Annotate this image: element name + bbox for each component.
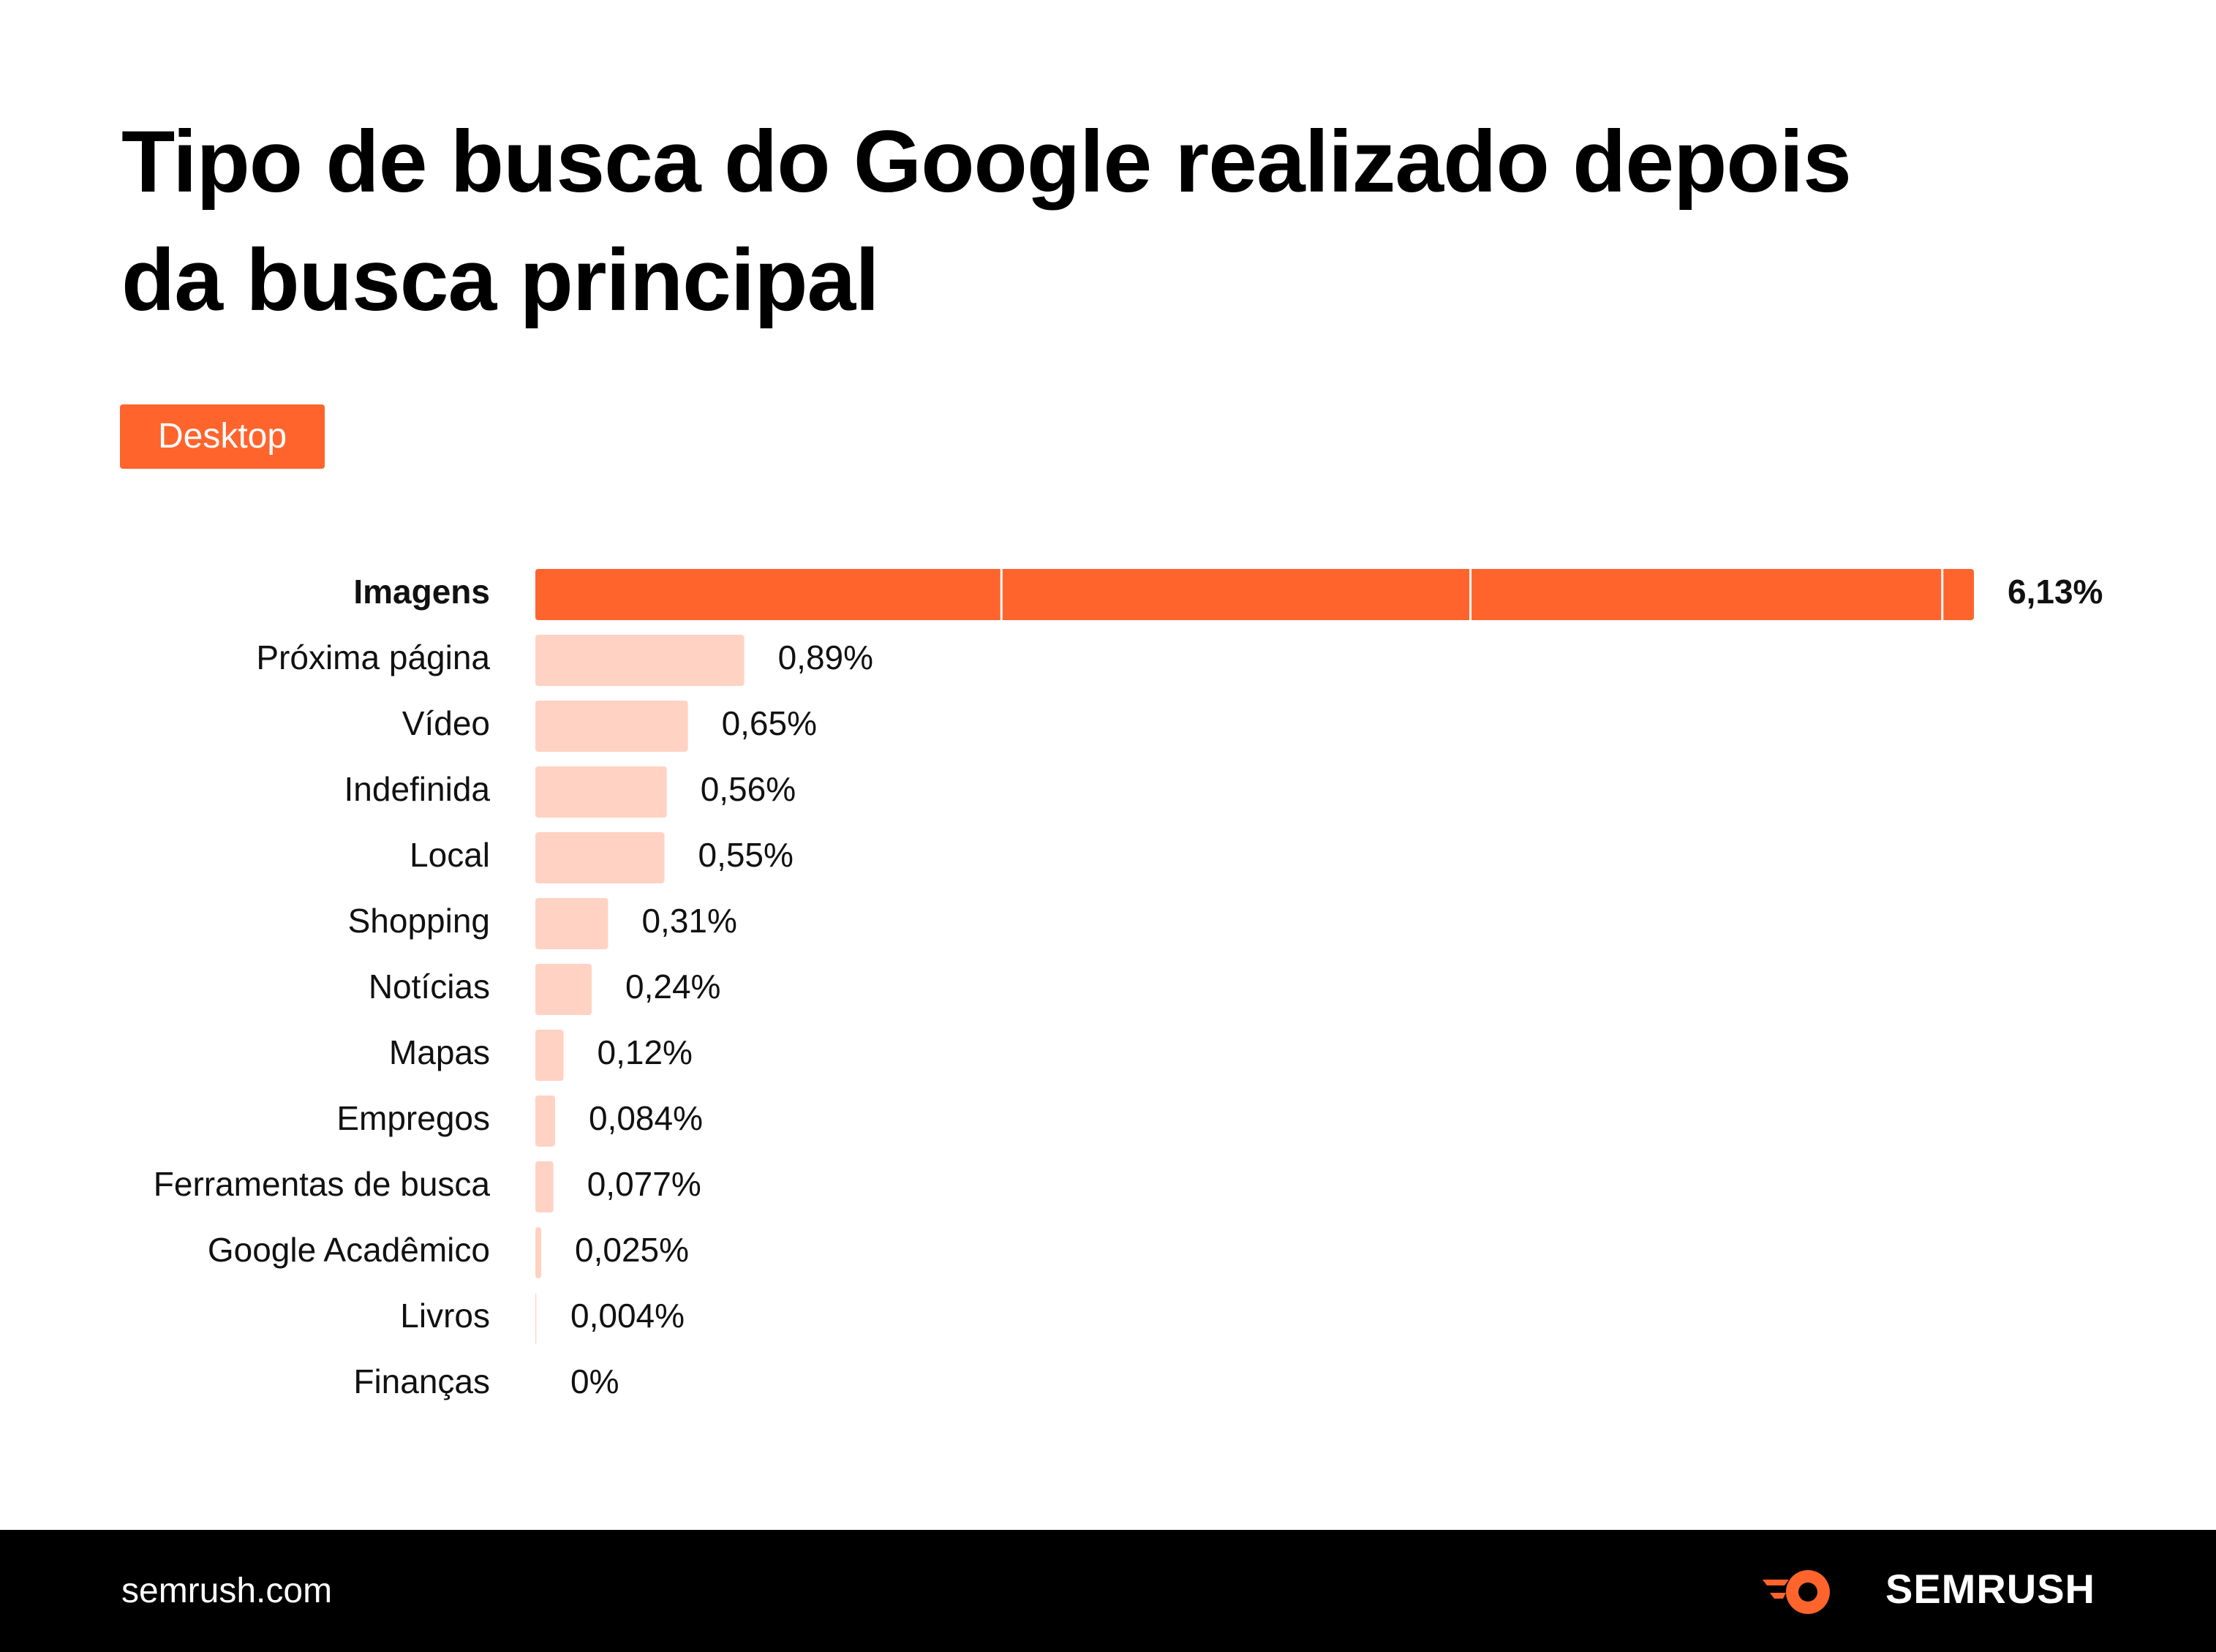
chart-title: Tipo de busca do Google realizado depois… <box>121 113 1852 329</box>
category-label: Local <box>410 836 490 874</box>
value-label: 0,025% <box>575 1231 689 1269</box>
value-label: 0,56% <box>701 770 796 808</box>
value-label: 0,55% <box>698 836 793 874</box>
category-label: Indefinida <box>344 770 491 808</box>
category-label: Mapas <box>389 1033 490 1071</box>
bar <box>535 1030 564 1081</box>
bar <box>535 1227 542 1278</box>
footer: semrush.com SEMRUSH <box>0 1530 2216 1652</box>
subtitle-badge: Desktop <box>120 404 325 469</box>
chart: Imagens 6,13% Próxima página 0,89% Vídeo 0,65… <box>154 569 2103 1400</box>
value-label: 0,004% <box>570 1297 685 1335</box>
bar <box>535 1293 537 1344</box>
category-label: Shopping <box>348 902 490 940</box>
footer-url: semrush.com <box>121 1572 333 1610</box>
value-label: 6,13% <box>2008 573 2103 611</box>
bar <box>535 569 1974 620</box>
value-label: 0,084% <box>589 1099 703 1137</box>
value-label: 0% <box>570 1362 619 1400</box>
category-label: Livros <box>400 1297 490 1335</box>
category-label: Vídeo <box>402 704 490 742</box>
bar <box>535 1161 554 1212</box>
bar <box>535 832 665 883</box>
category-label: Ferramentas de busca <box>154 1165 491 1203</box>
category-label: Próxima página <box>256 638 490 676</box>
bar <box>535 701 688 752</box>
value-label: 0,65% <box>722 704 817 742</box>
value-label: 0,89% <box>778 638 873 676</box>
category-label: Finanças <box>353 1362 490 1400</box>
value-label: 0,31% <box>641 902 736 940</box>
category-label: Imagens <box>353 573 490 611</box>
footer-brand: SEMRUSH <box>1885 1566 2095 1612</box>
category-label: Empregos <box>336 1099 490 1137</box>
value-label: 0,077% <box>587 1165 701 1203</box>
bar <box>535 898 608 949</box>
bar <box>535 635 745 686</box>
bar <box>535 1095 555 1147</box>
category-label: Google Acadêmico <box>208 1231 490 1269</box>
brand-logo <box>1763 1570 1830 1614</box>
value-label: 0,24% <box>625 968 720 1006</box>
bar <box>535 964 592 1015</box>
value-label: 0,12% <box>598 1033 693 1071</box>
bar <box>535 766 667 818</box>
category-label: Notícias <box>369 968 490 1006</box>
